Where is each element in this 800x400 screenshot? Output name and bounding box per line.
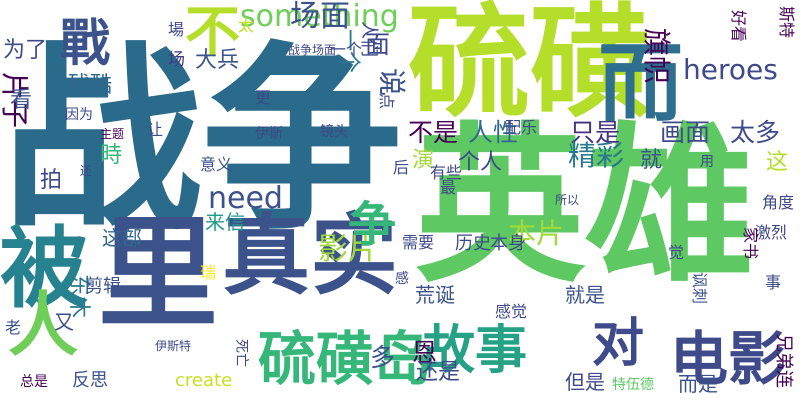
cloud-word: 恩 xyxy=(412,338,438,367)
cloud-word: 時 xyxy=(100,143,123,168)
cloud-word: 有些 xyxy=(430,163,463,182)
cloud-word: 老 xyxy=(5,318,22,337)
cloud-word: 人们 xyxy=(358,21,379,57)
cloud-word: 电影 xyxy=(670,325,787,393)
cloud-word: 所以 xyxy=(555,193,580,207)
cloud-word: 真实 xyxy=(222,204,399,307)
cloud-word: 需要 xyxy=(402,233,435,252)
cloud-word: 还是 xyxy=(416,360,461,385)
cloud-word: 戰 xyxy=(60,14,110,72)
cloud-word: 总是 xyxy=(20,374,48,390)
cloud-word: 不 xyxy=(185,0,241,64)
cloud-word: 激烈 xyxy=(755,223,788,242)
cloud-word: something xyxy=(240,0,399,34)
cloud-word: 伊斯特 xyxy=(155,339,192,353)
cloud-word: 多 xyxy=(370,343,396,372)
cloud-word: 而是 xyxy=(678,372,718,396)
cloud-word: 就 xyxy=(640,148,663,173)
cloud-word: 斯特 xyxy=(777,5,797,39)
cloud-word: 还 xyxy=(80,164,93,178)
cloud-word: 場 xyxy=(168,20,185,39)
cloud-word: 角度 xyxy=(762,193,795,212)
cloud-word: 事 xyxy=(765,273,782,292)
cloud-word: 本身 xyxy=(490,233,526,254)
cloud-word: 争 xyxy=(348,197,397,253)
cloud-word: 讽刺 xyxy=(690,271,710,305)
cloud-word: 战争 xyxy=(2,25,403,258)
cloud-word: 大兵 xyxy=(195,48,240,73)
cloud-word: 不是 xyxy=(408,118,459,147)
cloud-word: 荒诞 xyxy=(415,283,455,307)
cloud-word: 本片 xyxy=(508,217,565,250)
cloud-word: 残酷 xyxy=(68,73,113,98)
cloud-word: 又 xyxy=(54,310,74,334)
cloud-word: 影片 xyxy=(318,232,378,267)
cloud-word: 只是 xyxy=(570,118,621,147)
cloud-word: 好看 xyxy=(729,9,749,43)
cloud-word: 就是 xyxy=(565,283,605,307)
cloud-word: 硫磺 xyxy=(408,0,652,134)
cloud-word: 硫磺岛 xyxy=(258,325,433,393)
cloud-word: 看 xyxy=(10,88,33,113)
cloud-word: heroes xyxy=(683,53,778,86)
cloud-word: 更 xyxy=(255,88,272,107)
cloud-word: 伊斯 xyxy=(255,126,283,142)
cloud-word: 最 xyxy=(440,178,457,197)
cloud-word: 为了 xyxy=(3,38,48,63)
cloud-word: 觉 xyxy=(668,243,685,262)
cloud-word: 配乐 xyxy=(505,118,538,137)
cloud-word: 战争场面 xyxy=(288,43,337,57)
cloud-word: 里 xyxy=(98,205,218,344)
cloud-word: 故事 xyxy=(423,321,528,381)
cloud-word: 历史 xyxy=(455,233,491,254)
cloud-word: 精彩 xyxy=(568,139,625,172)
cloud-word: 用 xyxy=(700,154,714,170)
cloud-word: 反思 xyxy=(72,370,108,391)
cloud-word: 个人 xyxy=(458,150,503,175)
cloud-word: 太多 xyxy=(730,118,781,147)
cloud-word: 一个 xyxy=(330,40,363,59)
cloud-word: 乱 xyxy=(708,238,725,257)
cloud-word: 这 xyxy=(766,150,789,175)
cloud-word: 感觉 xyxy=(495,302,528,321)
cloud-word: 意义 xyxy=(200,155,233,174)
cloud-word: 一点 xyxy=(377,76,397,110)
cloud-word: 这部 xyxy=(102,226,142,250)
cloud-word: 画面 xyxy=(660,118,711,147)
cloud-word: 后 xyxy=(393,158,410,177)
cloud-word: 镜头 xyxy=(320,124,348,140)
cloud-word: 家书 xyxy=(741,226,761,260)
cloud-word: 场 xyxy=(168,50,185,70)
cloud-word: 让 xyxy=(147,120,164,139)
cloud-word: 主题 xyxy=(100,127,125,141)
cloud-word: 被 xyxy=(0,217,89,320)
cloud-word: create xyxy=(175,370,233,391)
cloud-word: 来信 xyxy=(205,210,245,234)
cloud-word: 场面 xyxy=(290,0,350,34)
cloud-word: 对 xyxy=(592,314,645,374)
cloud-word: 旗帜 xyxy=(640,27,674,85)
cloud-word: 人 xyxy=(8,284,78,366)
cloud-word: 感 xyxy=(395,271,409,287)
cloud-word: 特伍德 xyxy=(612,377,654,393)
cloud-word: need xyxy=(208,181,283,216)
cloud-word: 英雄 xyxy=(415,108,756,306)
cloud-word: 面 xyxy=(365,30,391,59)
cloud-word: 拍 xyxy=(40,168,63,193)
cloud-word: 太 xyxy=(238,16,255,35)
cloud-word: 因为 xyxy=(65,107,93,123)
cloud-word: 死亡 xyxy=(233,339,249,367)
cloud-word: 兄弟连 xyxy=(773,334,794,388)
cloud-word: 但是 xyxy=(565,370,605,394)
cloud-word: 人性 xyxy=(468,118,519,147)
cloud-word: 演 xyxy=(412,148,435,173)
cloud-word: 而 xyxy=(598,35,684,134)
cloud-word: 剪辑 xyxy=(85,276,121,297)
cloud-word: 瑞 xyxy=(200,263,217,282)
